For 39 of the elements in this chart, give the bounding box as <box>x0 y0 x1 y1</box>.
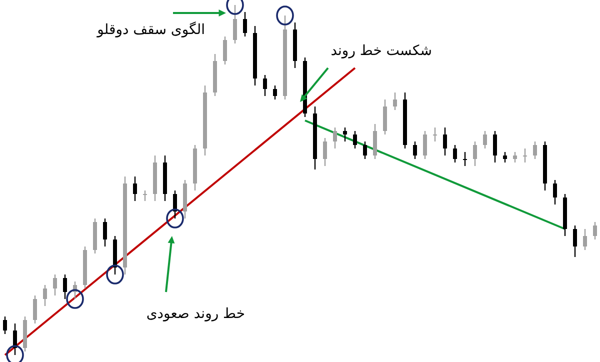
candlestick <box>593 221 597 240</box>
candlestick <box>233 4 237 44</box>
candlestick <box>343 126 347 142</box>
candlestick <box>443 126 447 156</box>
candlestick <box>483 130 487 150</box>
candlestick <box>503 151 507 164</box>
candlestick <box>523 148 527 164</box>
candlestick <box>63 274 67 300</box>
candlestick <box>473 140 477 167</box>
candlestick <box>323 137 327 167</box>
candlestick <box>353 130 357 150</box>
candlestick <box>573 224 577 258</box>
candlestick <box>33 294 37 324</box>
candlestick <box>43 284 47 307</box>
candlestick <box>463 151 467 167</box>
candlestick <box>3 316 7 335</box>
candlestick <box>133 176 137 202</box>
candlestick <box>513 151 517 164</box>
candlestick <box>433 126 437 142</box>
candlestick <box>393 92 397 111</box>
candlestick <box>413 140 417 160</box>
candlestick <box>363 140 367 160</box>
candlestick <box>583 228 587 251</box>
candlestick <box>453 144 457 164</box>
candlestick <box>423 130 427 160</box>
candlestick <box>223 36 227 66</box>
candlestick <box>273 84 277 100</box>
candlestick <box>493 130 497 164</box>
annotation: الگوی سقف دوقلو <box>96 21 205 38</box>
candlestick <box>143 190 147 202</box>
candlestick <box>553 179 557 206</box>
candlestick <box>53 274 57 296</box>
candlestick <box>243 11 247 38</box>
candlestick <box>103 218 107 248</box>
candlestick <box>533 140 537 160</box>
candlestick <box>263 74 267 97</box>
annotation: شکست خط روند <box>330 43 432 59</box>
annotation: خط روند صعودی <box>146 306 245 322</box>
candlestick <box>333 126 337 150</box>
